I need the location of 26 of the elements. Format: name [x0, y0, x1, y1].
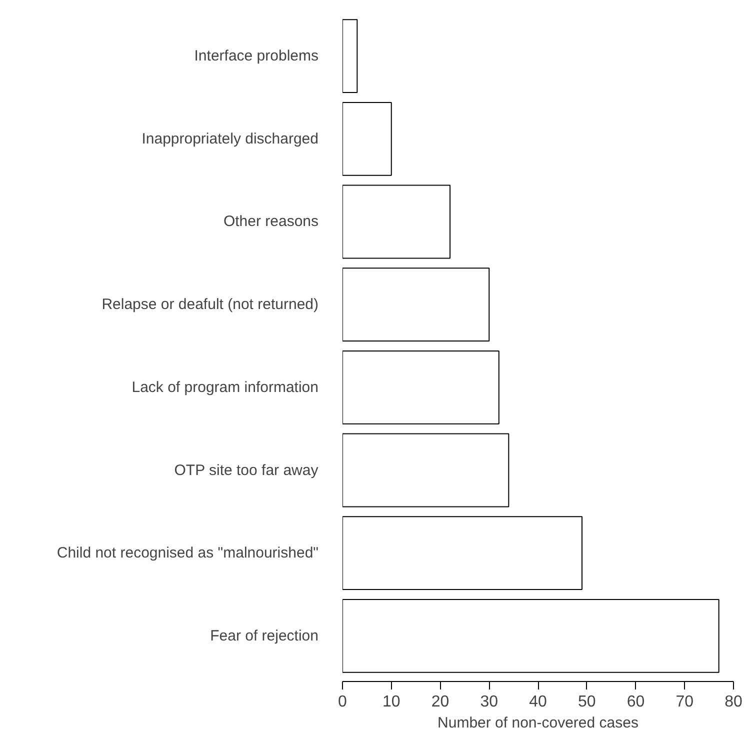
x-tick-label: 10: [382, 694, 400, 710]
x-tick-label: 60: [626, 694, 645, 710]
bar: [342, 19, 358, 94]
x-tick-label: 0: [338, 694, 348, 710]
y-tick-label: OTP site too far away: [174, 462, 319, 479]
bar: [342, 516, 582, 590]
x-tick-label: 70: [676, 694, 694, 710]
x-tick-label: 80: [724, 694, 742, 710]
bar: [342, 102, 392, 176]
y-tick-label: Interface problems: [194, 48, 319, 65]
x-tick-label: 50: [578, 694, 596, 710]
bar: [342, 350, 500, 424]
bar: [342, 598, 720, 673]
bar: [342, 268, 490, 342]
y-tick-label: Lack of program information: [132, 378, 319, 396]
y-tick-label: Other reasons: [223, 213, 318, 230]
y-tick-label: Child not recognised as "malnourished": [56, 544, 319, 562]
y-tick-label: Inappropriately discharged: [142, 130, 319, 148]
x-axis-title: Number of non-covered cases: [438, 714, 638, 732]
bar: [342, 184, 451, 259]
x-tick-label: 30: [480, 694, 498, 710]
y-tick-label: Fear of rejection: [210, 627, 319, 644]
x-tick-label: 20: [431, 694, 450, 710]
bar: [342, 433, 510, 508]
x-tick-label: 40: [529, 694, 547, 710]
y-tick-label: Relapse or deafult (not returned): [102, 296, 319, 314]
